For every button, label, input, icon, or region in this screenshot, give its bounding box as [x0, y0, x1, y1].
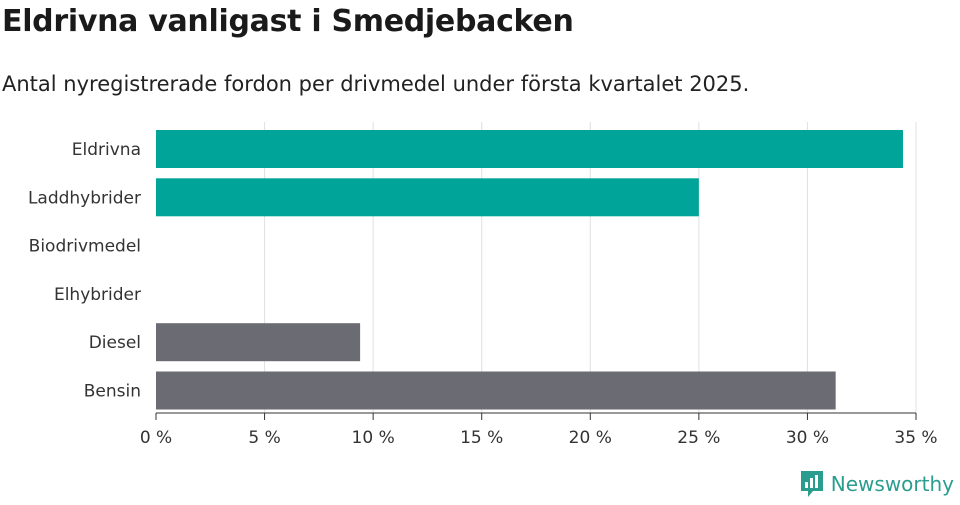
brand-name: Newsworthy [830, 472, 954, 496]
chart-subtitle: Antal nyregistrerade fordon per drivmede… [2, 72, 750, 96]
chart-title: Eldrivna vanligast i Smedjebacken [2, 4, 574, 39]
category-label: Diesel [89, 333, 141, 353]
bar-diesel [156, 323, 361, 362]
category-label: Bensin [84, 382, 141, 402]
x-tick-label: 25 % [677, 428, 720, 448]
category-label: Biodrivmedel [29, 237, 141, 257]
x-tick-label: 5 % [248, 428, 280, 448]
bar-laddhybrider [156, 178, 699, 217]
x-tick-label: 20 % [569, 428, 612, 448]
category-label: Laddhybrider [28, 188, 141, 208]
bar-eldrivna [156, 130, 903, 168]
bar-bensin [156, 371, 836, 410]
x-tick-label: 10 % [352, 428, 395, 448]
x-tick-label: 15 % [460, 428, 503, 448]
x-tick-label: 35 % [894, 428, 937, 448]
category-label: Eldrivna [72, 140, 141, 160]
category-labels: Eldrivna Laddhybrider Biodrivmedel Elhybrid… [28, 140, 141, 402]
x-axis: 0 % 5 % 10 % 15 % 20 % 25 % 30 % 35 % [140, 412, 938, 448]
gridlines [264, 122, 917, 413]
bars [156, 130, 903, 410]
x-tick-label: 30 % [786, 428, 829, 448]
x-tick-label: 0 % [140, 428, 172, 448]
category-label: Elhybrider [54, 285, 141, 305]
newsworthy-logo: Newsworthy [799, 469, 954, 499]
newsworthy-logo-icon [800, 471, 823, 497]
